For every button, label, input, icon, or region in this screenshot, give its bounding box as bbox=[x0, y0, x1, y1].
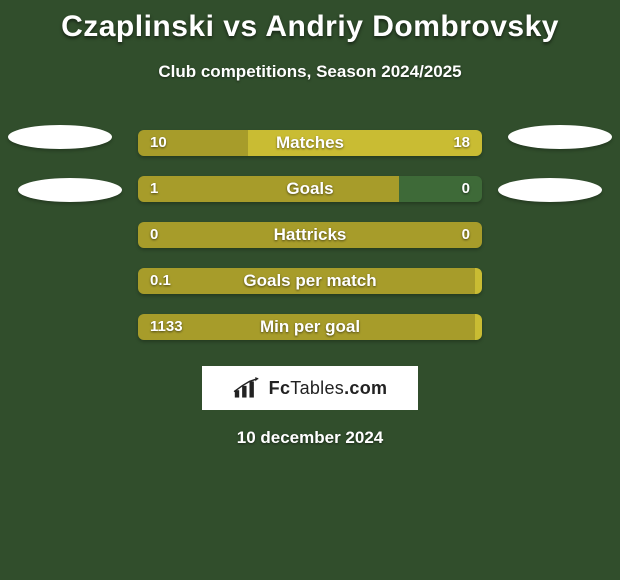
stat-bar-right bbox=[475, 268, 482, 294]
comparison-card: Czaplinski vs Andriy Dombrovsky Club com… bbox=[0, 0, 620, 580]
stat-bar-right bbox=[248, 130, 482, 156]
placeholder-ellipse bbox=[498, 178, 602, 202]
stat-bar: Matches1018 bbox=[138, 130, 482, 156]
placeholder-ellipse bbox=[508, 125, 612, 149]
stat-bar-left bbox=[138, 176, 399, 202]
stat-bar-left bbox=[138, 268, 475, 294]
logo-fc: Fc bbox=[269, 378, 291, 398]
logo-plate: FcTables.com bbox=[202, 366, 418, 410]
date-text: 10 december 2024 bbox=[0, 428, 620, 448]
stat-bar: Goals10 bbox=[138, 176, 482, 202]
stat-bar: Goals per match0.1 bbox=[138, 268, 482, 294]
stat-bar: Min per goal1133 bbox=[138, 314, 482, 340]
stat-row: Goals per match0.1 bbox=[0, 258, 620, 304]
stat-bar-left bbox=[138, 222, 482, 248]
placeholder-ellipse bbox=[8, 125, 112, 149]
placeholder-ellipse bbox=[18, 178, 122, 202]
logo-text: FcTables.com bbox=[269, 378, 388, 399]
logo-tables: Tables bbox=[290, 378, 344, 398]
stat-bar-left bbox=[138, 314, 475, 340]
stat-bar-left bbox=[138, 130, 248, 156]
stat-bar: Hattricks00 bbox=[138, 222, 482, 248]
page-title: Czaplinski vs Andriy Dombrovsky bbox=[0, 0, 620, 44]
stat-row: Hattricks00 bbox=[0, 212, 620, 258]
bars-stage: Matches1018 Goals10 Hattricks00 Goals per m… bbox=[0, 120, 620, 448]
stat-bar-right bbox=[399, 176, 482, 202]
stat-bar-right bbox=[475, 314, 482, 340]
stat-row: Min per goal1133 bbox=[0, 304, 620, 350]
logo-com: .com bbox=[344, 378, 387, 398]
bars-container: Matches1018 Goals10 Hattricks00 Goals per m… bbox=[0, 120, 620, 350]
subtitle: Club competitions, Season 2024/2025 bbox=[0, 62, 620, 82]
bar-chart-icon bbox=[233, 377, 263, 399]
